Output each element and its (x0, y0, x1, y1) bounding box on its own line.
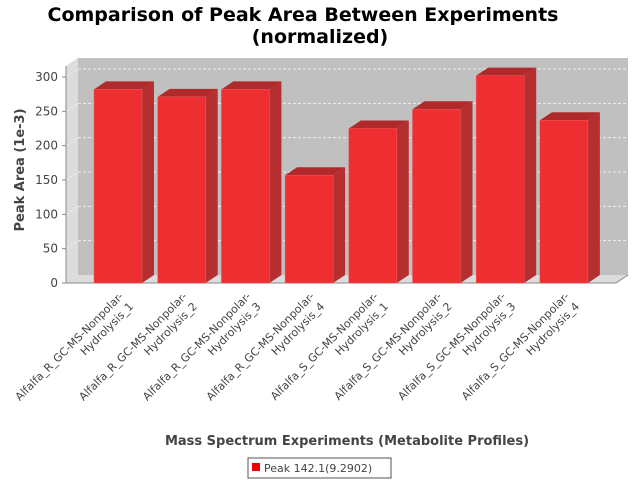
bar-side (524, 67, 537, 283)
bar-top (94, 81, 154, 90)
gridline-side (65, 205, 79, 215)
bar-top (539, 112, 600, 121)
legend-label: Peak 142.1(9.2902) (264, 462, 372, 475)
bar-side (587, 112, 600, 283)
bar-side (333, 167, 346, 283)
bar-top (348, 120, 409, 129)
y-tick-label: 250 (35, 104, 58, 118)
bar-side (396, 120, 409, 283)
bar (221, 89, 270, 284)
bar-side (460, 101, 473, 283)
bar (93, 89, 143, 284)
x-tick-label: Alfalfa_R_GC-MS-Nonpolar- (13, 290, 126, 403)
bar-top (285, 167, 346, 176)
bar-side (142, 81, 154, 283)
y-tick-label: 0 (50, 276, 58, 290)
bar (412, 109, 461, 284)
bar (284, 174, 334, 284)
gridline-side (65, 240, 79, 250)
gridline-side (65, 68, 79, 78)
legend-box (247, 457, 392, 479)
bar (475, 75, 525, 284)
y-axis-label: Peak Area (1e-3) (13, 108, 28, 231)
chart-title: Comparison of Peak Area Between Experime… (48, 4, 559, 26)
bar-side (205, 88, 218, 283)
y-tick-label: 150 (35, 173, 58, 187)
bar-side (269, 81, 282, 283)
bar-top (412, 101, 473, 110)
bar (539, 120, 589, 284)
y-tick-label: 100 (35, 207, 58, 221)
bar-top (221, 81, 282, 90)
x-axis-label: Mass Spectrum Experiments (Metabolite Pr… (165, 434, 529, 449)
bar (157, 96, 206, 284)
bar-top (476, 67, 537, 76)
plot-side-wall (66, 58, 78, 283)
y-tick-label: 200 (35, 139, 58, 153)
legend-swatch (252, 463, 260, 471)
y-tick-label: 300 (35, 70, 58, 84)
gridline-side (65, 171, 79, 181)
floor-edge (615, 274, 629, 284)
legend: Peak 142.1(9.2902) (247, 457, 392, 479)
gridline-side (65, 137, 79, 147)
chart-subtitle: (normalized) (252, 26, 389, 48)
bar (348, 128, 398, 284)
bar-top (157, 88, 218, 97)
gridline-side (65, 102, 79, 112)
y-tick-label: 50 (43, 242, 58, 256)
